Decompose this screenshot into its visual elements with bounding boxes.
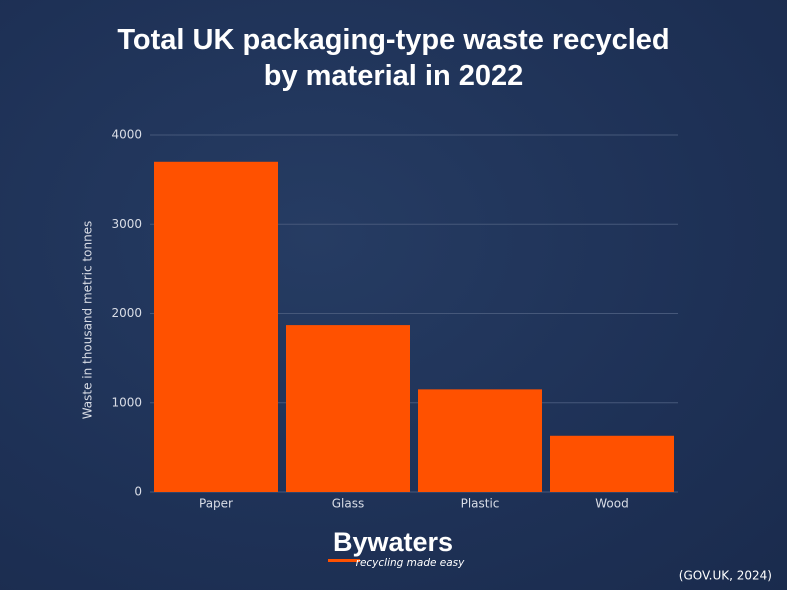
x-tick-label: Wood — [595, 497, 628, 511]
x-tick-label: Plastic — [461, 497, 500, 511]
title-box: Total UK packaging-type waste recycled b… — [0, 22, 787, 94]
y-tick-label: 3000 — [111, 217, 142, 231]
logo-tagline: recycling made easy — [356, 557, 466, 569]
x-tick-label: Glass — [332, 497, 365, 511]
logo-name: Bywaters — [333, 527, 453, 557]
bar — [550, 435, 674, 492]
y-tick-label: 2000 — [111, 306, 142, 320]
x-tick-label: Paper — [199, 497, 233, 511]
y-tick-label: 0 — [134, 485, 142, 499]
source: (GOV.UK, 2024) — [679, 569, 772, 583]
bar — [418, 389, 542, 492]
bar — [286, 325, 410, 492]
logo-accent — [328, 559, 360, 562]
y-tick-label: 4000 — [111, 128, 142, 142]
y-tick-label: 1000 — [111, 395, 142, 409]
y-axis-label: Waste in thousand metric tonnes — [81, 221, 95, 420]
bar — [154, 161, 278, 492]
chart-title: Total UK packaging-type waste recycled b… — [117, 24, 670, 92]
